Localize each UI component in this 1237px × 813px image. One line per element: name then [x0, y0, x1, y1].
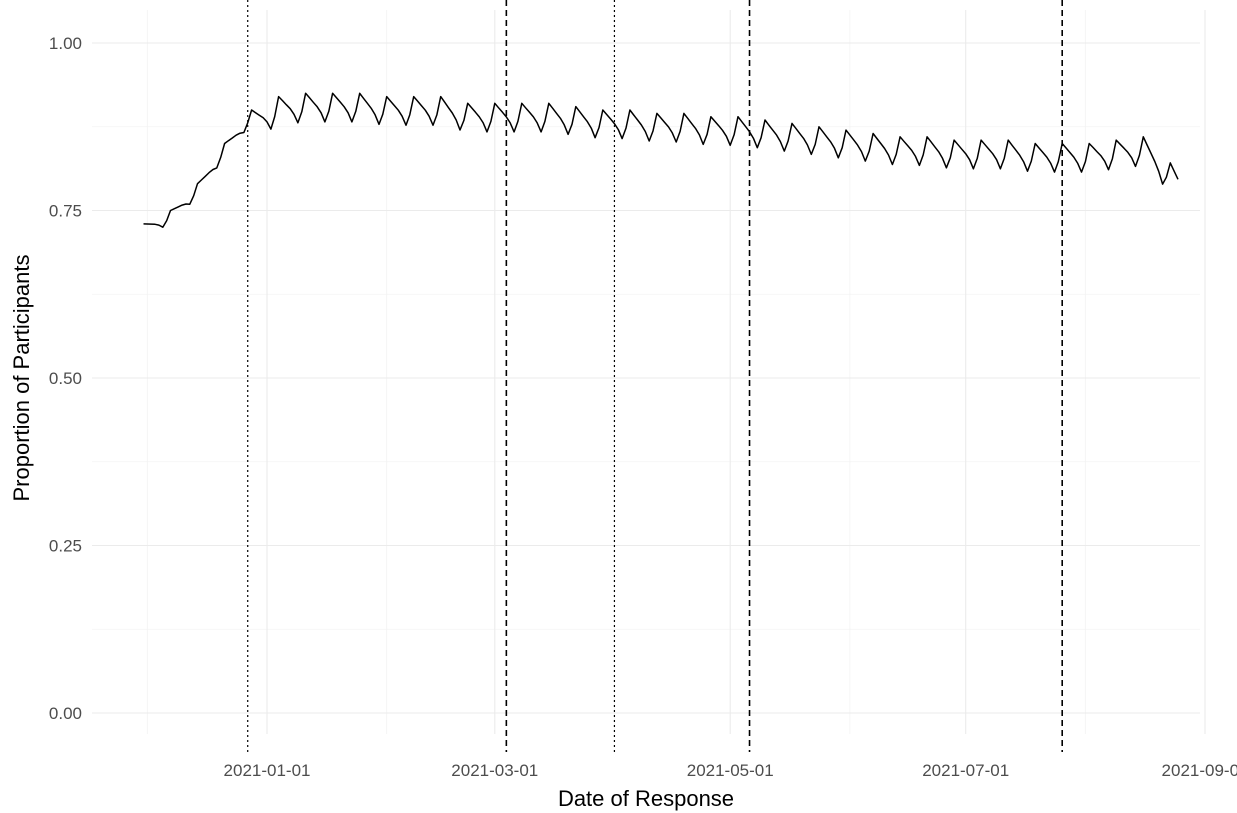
major-gridlines — [92, 10, 1206, 734]
x-tick-label: 2021-05-01 — [687, 761, 774, 780]
series-line — [143, 92, 1179, 228]
y-tick-label: 0.00 — [49, 704, 82, 723]
x-axis-title: Date of Response — [558, 786, 734, 811]
x-axis-tick-labels: 2021-01-01 2021-03-01 2021-05-01 2021-07-01… — [224, 761, 1237, 780]
y-axis-tick-labels: 0.00 0.25 0.50 0.75 1.00 — [49, 34, 82, 723]
reference-lines — [247, 0, 1063, 752]
x-tick-label: 2021-09-01 — [1162, 761, 1237, 780]
x-tick-label: 2021-03-01 — [451, 761, 538, 780]
y-tick-label: 0.25 — [49, 537, 82, 556]
x-tick-label: 2021-01-01 — [224, 761, 311, 780]
minor-gridlines — [92, 10, 1200, 734]
y-tick-label: 0.50 — [49, 369, 82, 388]
y-axis-title: Proportion of Participants — [9, 254, 34, 501]
x-tick-label: 2021-07-01 — [922, 761, 1009, 780]
y-tick-label: 1.00 — [49, 34, 82, 53]
y-tick-label: 0.75 — [49, 202, 82, 221]
